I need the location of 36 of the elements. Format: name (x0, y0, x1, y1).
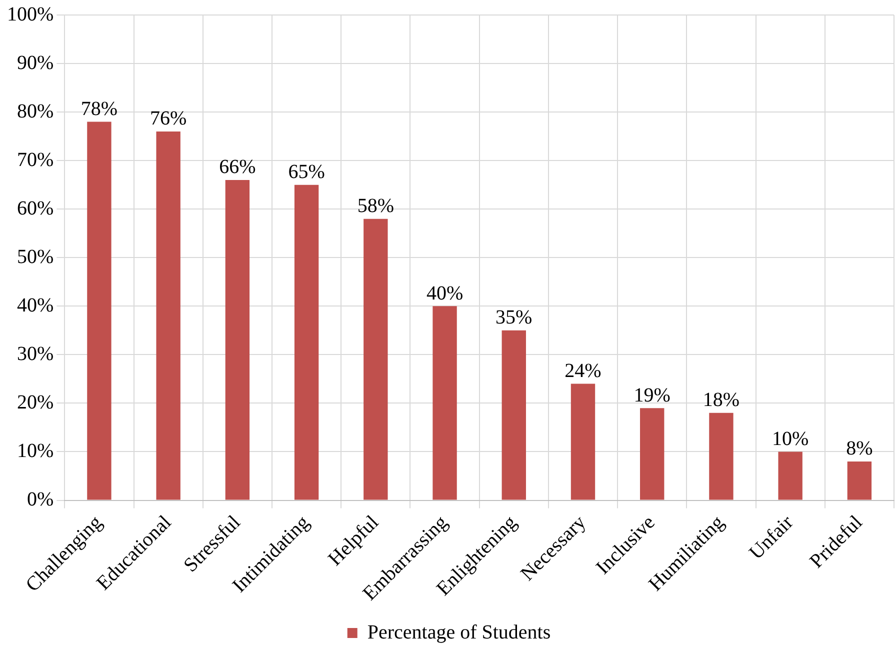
bar (640, 408, 664, 500)
bar (432, 306, 457, 500)
bar (502, 330, 526, 500)
y-tick-label: 80% (16, 100, 54, 122)
y-tick-label: 50% (16, 246, 54, 268)
bar (570, 384, 596, 500)
bar (225, 180, 250, 500)
data-label: 66% (219, 156, 256, 178)
data-label: 8% (846, 438, 873, 460)
data-label: 24% (564, 360, 602, 382)
data-label: 76% (150, 108, 187, 130)
y-tick-label: 20% (16, 391, 54, 414)
legend-label: Percentage of Students (367, 621, 551, 644)
y-tick-label: 70% (16, 148, 54, 171)
data-label: 18% (702, 389, 740, 412)
data-label: 10% (772, 428, 809, 450)
bar (847, 461, 872, 500)
y-tick-label: 100% (6, 3, 54, 26)
bar (778, 452, 802, 500)
bar (87, 122, 112, 500)
bar (156, 131, 180, 500)
y-tick-label: 40% (16, 294, 54, 316)
data-label: 65% (288, 161, 325, 184)
y-tick-label: 90% (16, 52, 54, 74)
y-tick-label: 0% (26, 488, 54, 511)
data-label: 40% (426, 282, 464, 304)
bar (294, 184, 319, 500)
bar (709, 412, 734, 500)
y-tick-label: 10% (16, 440, 54, 462)
data-label: 78% (80, 98, 118, 120)
data-label: 19% (634, 384, 670, 406)
data-label: 58% (357, 195, 394, 218)
y-tick-label: 30% (16, 342, 54, 365)
data-label: 35% (496, 306, 532, 329)
y-tick-label: 60% (16, 197, 54, 220)
bar (364, 218, 388, 500)
